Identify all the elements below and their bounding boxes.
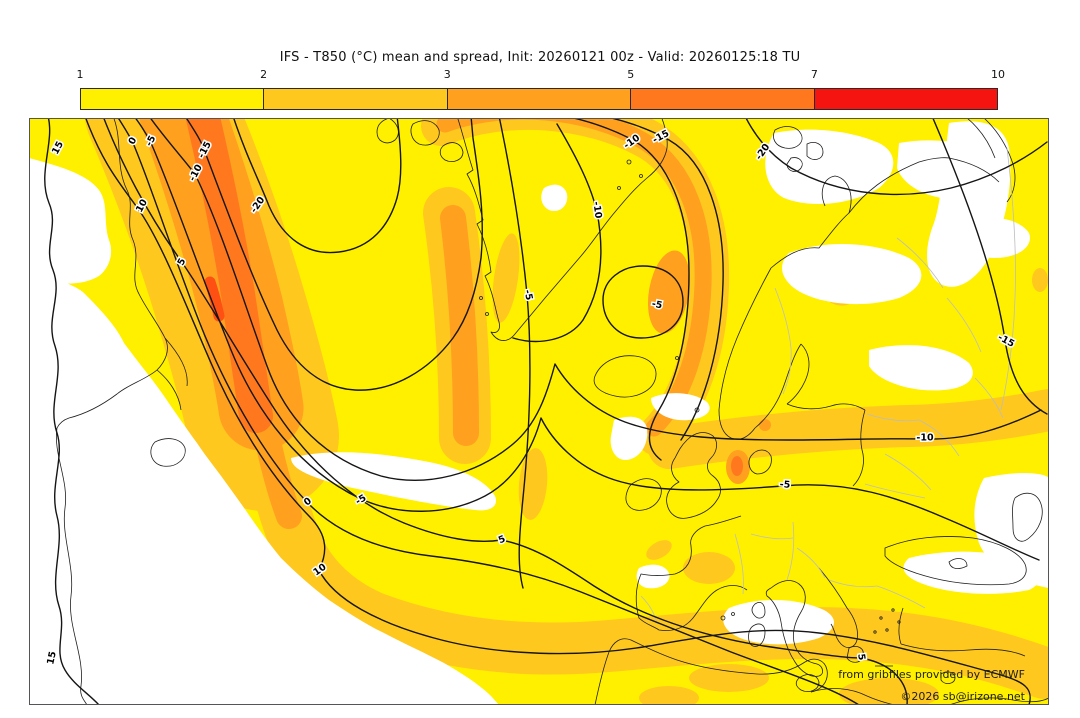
colorbar-tick: 1 (76, 68, 84, 81)
contour-label: -5 (779, 479, 790, 491)
colorbar-tick: 5 (627, 68, 635, 81)
coastline-layer (55, 118, 1049, 705)
contour-label: -5 (522, 289, 535, 302)
colorbar-segment (264, 89, 448, 109)
map-area: 15 0 -5 -15 -10 10 -20 5 -10 -15 -10 -5 … (29, 118, 1049, 705)
colorbar-tick: 7 (810, 68, 818, 81)
colorbar-segment (447, 89, 632, 109)
border-layer (640, 147, 1016, 625)
colorbar-segment (814, 89, 998, 109)
colorbar-tick: 2 (260, 68, 268, 81)
spread-shading-layer (29, 118, 1049, 705)
contour-label: -10 (916, 433, 934, 444)
attribution-line1: from gribfiles provided by ECMWF (838, 668, 1025, 681)
contour-label: 5 (855, 653, 867, 661)
chart-title: IFS - T850 (°C) mean and spread, Init: 2… (279, 50, 801, 65)
colorbar-segment (81, 89, 265, 109)
colorbar-segment (631, 89, 815, 109)
map-frame (29, 118, 1049, 705)
colorbar-tick: 10 (991, 68, 1005, 81)
colorbar-tick: 3 (443, 68, 451, 81)
contour-label: -10 (590, 201, 603, 220)
spread-colorbar (80, 88, 998, 110)
contour-label: -5 (651, 299, 664, 312)
temperature-contour-layer (44, 118, 1048, 705)
attribution-line2: ©2026 sb@irizone.net (900, 690, 1025, 703)
contour-label: 15 (45, 650, 59, 665)
map-canvas: 15 0 -5 -15 -10 10 -20 5 -10 -15 -10 -5 … (29, 118, 1049, 705)
